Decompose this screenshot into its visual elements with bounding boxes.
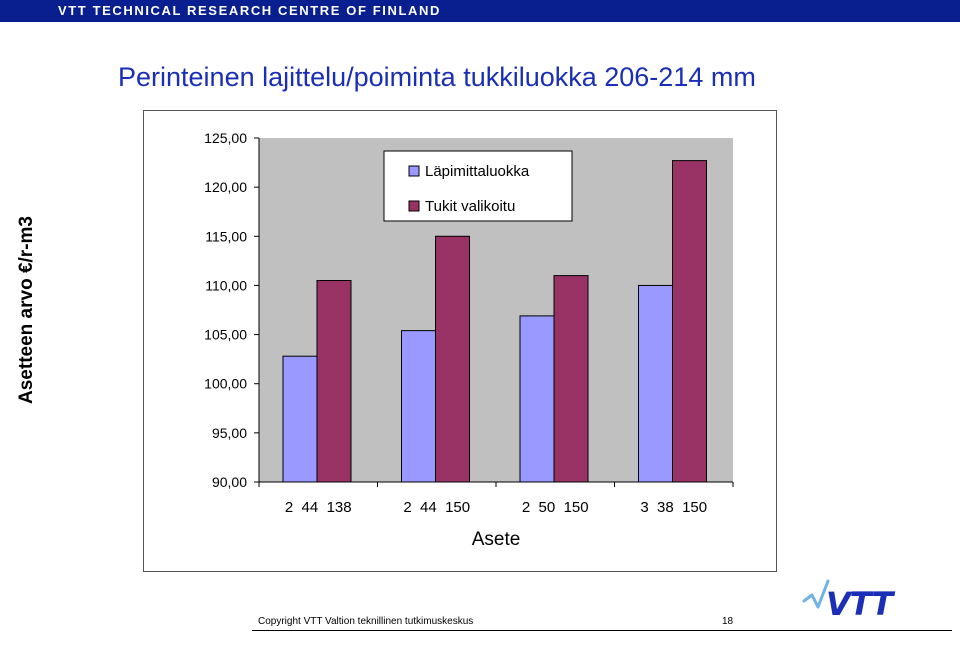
bar-chart: 90,00 95,00 100,00 105,00 110,00 115,00 120,00…	[16, 130, 734, 550]
bar-2-2	[435, 235, 470, 483]
bar-1-4	[638, 284, 673, 483]
y-tick-label: 105,00	[204, 327, 247, 343]
bar-2-3	[553, 275, 589, 483]
y-tick-label: 110,00	[205, 277, 247, 293]
page-number: 18	[722, 616, 734, 627]
logo-text: VTT	[826, 585, 895, 620]
x-tick-label: 3 38 150	[640, 499, 707, 516]
bar-1-2	[401, 330, 436, 483]
y-tick-label: 125,00	[204, 130, 247, 146]
bar-1-1	[282, 355, 318, 483]
y-tick-label: 120,00	[204, 179, 247, 195]
legend-label-1: Läpimittaluokka	[425, 163, 530, 180]
legend-swatch-2	[408, 200, 420, 212]
legend-swatch-1	[408, 165, 420, 177]
legend-label-2: Tukit valikoitu	[425, 198, 515, 215]
x-tick-label: 2 44 138	[285, 499, 352, 516]
slide-title: Perinteinen lajittelu/poiminta tukkiluok…	[118, 62, 756, 92]
y-tick-label: 90,00	[212, 474, 247, 490]
footer-copyright: Copyright VTT Valtion teknillinen tutkim…	[258, 616, 474, 627]
org-name: VTT TECHNICAL RESEARCH CENTRE OF FINLAND	[58, 3, 441, 18]
y-tick-label: 100,00	[204, 376, 247, 392]
x-tick-label: 2 44 150	[403, 499, 470, 516]
y-tick-label: 95,00	[212, 425, 247, 441]
vtt-logo: VTT	[802, 579, 896, 620]
footer-divider	[252, 630, 952, 631]
x-tick-label: 2 50 150	[522, 499, 589, 516]
chart-frame: 90,00 95,00 100,00 105,00 110,00 115,00 120,00…	[16, 110, 777, 572]
bar-1-3	[519, 315, 555, 483]
y-axis-title: Asetteen arvo €/r-m3	[16, 216, 37, 404]
header-bar: VTT TECHNICAL RESEARCH CENTRE OF FINLAND	[0, 0, 960, 22]
bar-2-1	[316, 280, 352, 483]
y-tick-label: 115,00	[205, 228, 247, 244]
x-axis-title: Asete	[472, 529, 521, 550]
bar-2-4	[672, 160, 707, 483]
